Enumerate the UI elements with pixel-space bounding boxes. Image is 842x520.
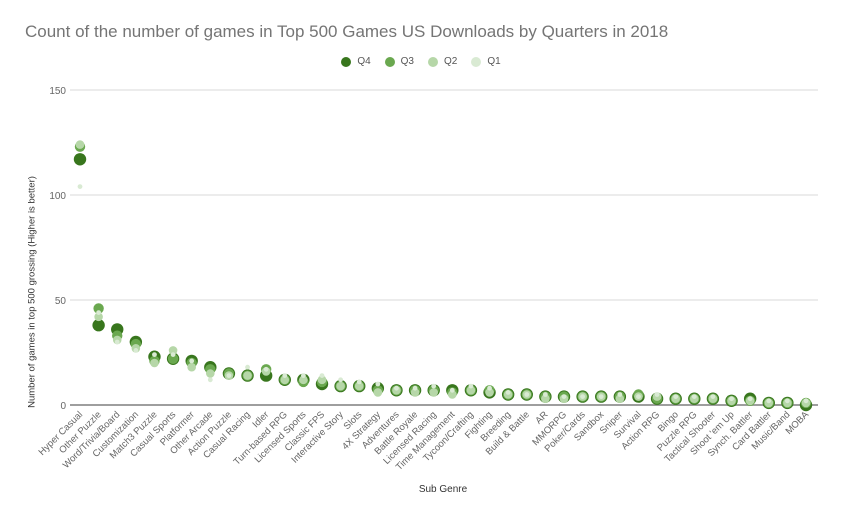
data-point-q1[interactable]: [114, 339, 120, 345]
data-point-q1[interactable]: [803, 398, 809, 404]
legend-label-q3: Q3: [400, 56, 414, 67]
data-point-q1[interactable]: [784, 398, 790, 404]
data-point-q2[interactable]: [466, 386, 476, 395]
legend-item-q1[interactable]: Q1: [471, 56, 501, 67]
legend-item-q4[interactable]: Q4: [341, 56, 371, 67]
y-tick-label: 50: [55, 296, 67, 307]
data-point-q1[interactable]: [766, 398, 772, 404]
data-point-q1[interactable]: [300, 373, 306, 378]
legend-item-q2[interactable]: Q2: [428, 56, 457, 67]
data-point-q1[interactable]: [673, 394, 679, 399]
data-point-q2[interactable]: [373, 388, 383, 397]
legend-label-q1: Q1: [487, 56, 501, 67]
data-point-q2[interactable]: [541, 394, 550, 404]
data-point-q2[interactable]: [448, 390, 457, 399]
data-point-q1[interactable]: [617, 392, 623, 397]
legend-item-q3[interactable]: Q3: [384, 56, 414, 67]
data-point-q3[interactable]: [93, 303, 104, 314]
data-point-q4[interactable]: [73, 153, 87, 166]
data-point-q1[interactable]: [226, 373, 232, 378]
data-point-q1[interactable]: [77, 184, 83, 190]
data-point-q1[interactable]: [449, 387, 455, 393]
data-point-q2[interactable]: [150, 358, 159, 368]
data-point-q1[interactable]: [207, 377, 213, 383]
data-point-q1[interactable]: [580, 394, 586, 399]
data-point-q1[interactable]: [691, 394, 697, 399]
y-tick-label: 150: [49, 86, 66, 97]
data-point-q2[interactable]: [429, 388, 438, 397]
data-point-q1[interactable]: [319, 373, 325, 378]
data-point-q1[interactable]: [282, 373, 288, 378]
legend: Q4 Q3 Q2 Q1: [0, 56, 842, 67]
data-point-q1[interactable]: [542, 392, 548, 397]
data-point-q1[interactable]: [170, 352, 176, 357]
data-point-q2[interactable]: [615, 394, 625, 404]
legend-swatch-q4: [341, 56, 352, 67]
data-point-q2[interactable]: [354, 381, 364, 391]
data-point-q2[interactable]: [206, 369, 215, 378]
data-point-q1[interactable]: [561, 394, 567, 399]
data-point-q2[interactable]: [187, 362, 196, 372]
data-point-q1[interactable]: [394, 385, 399, 391]
data-point-q1[interactable]: [654, 392, 660, 397]
data-point-q1[interactable]: [356, 379, 362, 385]
data-point-q1[interactable]: [487, 385, 492, 391]
data-point-q1[interactable]: [729, 396, 734, 402]
legend-label-q4: Q4: [357, 56, 371, 67]
legend-label-q2: Q2: [444, 56, 458, 67]
data-point-q1[interactable]: [524, 392, 530, 397]
data-point-q2[interactable]: [299, 375, 308, 385]
legend-swatch-q3: [384, 56, 395, 67]
data-point-q1[interactable]: [636, 394, 641, 399]
data-point-q1[interactable]: [96, 310, 102, 315]
data-point-q1[interactable]: [338, 377, 344, 383]
data-point-q2[interactable]: [410, 388, 420, 397]
data-point-q1[interactable]: [468, 383, 474, 389]
legend-swatch-q1: [471, 56, 482, 67]
data-point-q1[interactable]: [263, 366, 269, 372]
y-tick-label: 100: [49, 191, 66, 202]
data-point-q2[interactable]: [280, 375, 290, 385]
legend-swatch-q2: [428, 56, 438, 67]
data-point-q1[interactable]: [152, 352, 157, 357]
data-point-q1[interactable]: [747, 396, 753, 402]
data-point-q1[interactable]: [245, 364, 250, 370]
y-tick-label: 0: [60, 401, 66, 412]
data-point-q2[interactable]: [75, 140, 85, 149]
data-point-q2[interactable]: [243, 371, 252, 380]
data-point-q4[interactable]: [92, 319, 105, 332]
data-point-q2[interactable]: [94, 312, 103, 322]
data-point-q1[interactable]: [598, 394, 604, 399]
data-point-q2[interactable]: [317, 375, 327, 385]
data-point-q1[interactable]: [710, 394, 716, 399]
data-point-q1[interactable]: [431, 383, 437, 389]
data-point-q1[interactable]: [412, 385, 418, 391]
data-point-q1[interactable]: [133, 348, 139, 353]
x-axis-label: Sub Genre: [418, 484, 468, 495]
data-point-q1[interactable]: [189, 358, 195, 364]
data-point-q1[interactable]: [375, 381, 381, 387]
data-point-q2[interactable]: [168, 346, 178, 355]
chart-title: Count of the number of games in Top 500 …: [25, 22, 669, 41]
data-point-q2[interactable]: [485, 388, 494, 397]
data-point-q1[interactable]: [505, 390, 511, 395]
data-point-q3[interactable]: [167, 353, 179, 364]
data-point-q2[interactable]: [336, 381, 345, 391]
